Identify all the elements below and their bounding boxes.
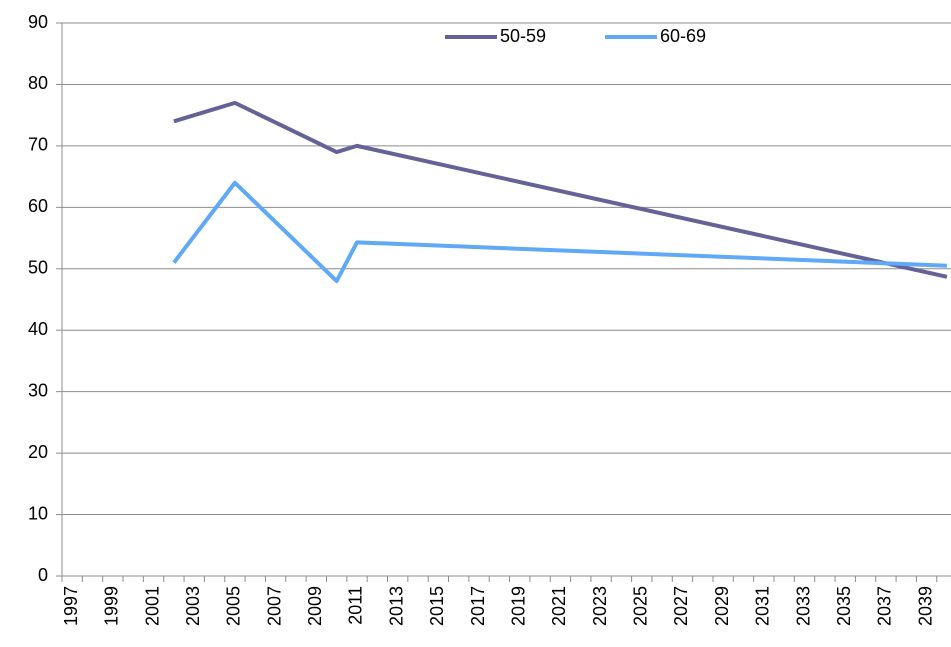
y-tick-label: 10 [28,503,48,523]
x-tick-label: 2005 [224,586,244,626]
x-tick-label: 2023 [590,586,610,626]
x-tick-label: 2015 [427,586,447,626]
x-tick-label: 2027 [671,586,691,626]
x-tick-label: 2039 [915,586,935,626]
x-tick-label: 2033 [793,586,813,626]
y-tick-label: 30 [28,380,48,400]
y-tick-label: 70 [28,135,48,155]
y-tick-label: 90 [28,12,48,32]
x-tick-label: 2021 [549,586,569,626]
x-tick-label: 1997 [61,586,81,626]
y-tick-label: 80 [28,73,48,93]
x-tick-label: 2037 [875,586,895,626]
series-line [173,100,948,279]
x-tick-label: 2019 [508,586,528,626]
x-tick-label: 2013 [386,586,406,626]
y-tick-label: 0 [38,565,48,585]
y-tick-label: 50 [28,258,48,278]
x-tick-label: 2001 [142,586,162,626]
legend-label: 50-59 [500,26,546,46]
x-tick-label: 2025 [631,586,651,626]
x-tick-label: 2007 [264,586,284,626]
x-tick-label: 2003 [183,586,203,626]
x-tick-label: 2035 [834,586,854,626]
legend-label: 60-69 [660,26,706,46]
y-tick-label: 20 [28,442,48,462]
x-tick-label: 2017 [468,586,488,626]
x-tick-label: 2031 [753,586,773,626]
y-tick-label: 60 [28,196,48,216]
x-tick-label: 1999 [102,586,122,626]
x-tick-label: 2011 [346,586,366,625]
x-tick-label: 2009 [305,586,325,626]
series-line [172,180,948,284]
y-tick-label: 40 [28,319,48,339]
x-tick-label: 2029 [712,586,732,626]
